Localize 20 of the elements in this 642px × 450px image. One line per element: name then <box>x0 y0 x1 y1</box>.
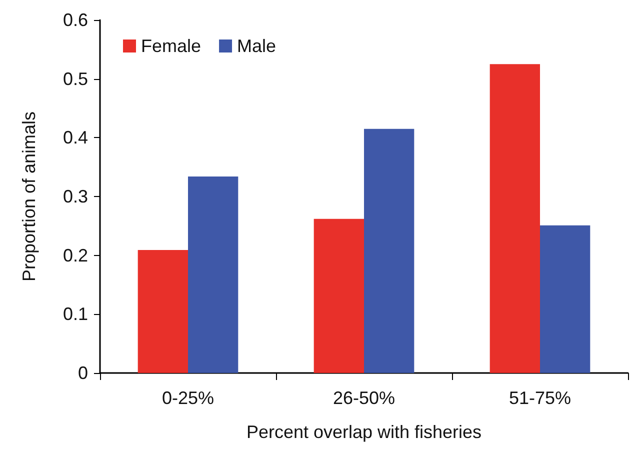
y-tick-label: 0 <box>78 363 88 383</box>
y-tick-label: 0.3 <box>62 186 88 206</box>
y-tick-label: 0.1 <box>62 304 88 324</box>
bar <box>314 218 364 373</box>
bar <box>364 128 414 373</box>
bar <box>490 64 540 373</box>
legend-label: Male <box>237 36 276 56</box>
x-axis-title: Percent overlap with fisheries <box>246 422 482 442</box>
bar <box>138 250 188 373</box>
x-tick-label: 51-75% <box>508 388 572 408</box>
y-tick-label: 0.5 <box>62 68 88 89</box>
x-tick-label: 26-50% <box>332 388 396 408</box>
y-tick-label: 0.2 <box>62 245 88 266</box>
y-axis-title: Proportion of animals <box>19 111 39 282</box>
y-tick-label: 0.4 <box>62 128 88 148</box>
x-tick-label: 0-25% <box>162 388 214 408</box>
legend-label: Female <box>141 36 202 56</box>
bar <box>188 176 238 373</box>
y-tick-label: 0.6 <box>62 10 88 30</box>
bar <box>540 225 590 373</box>
